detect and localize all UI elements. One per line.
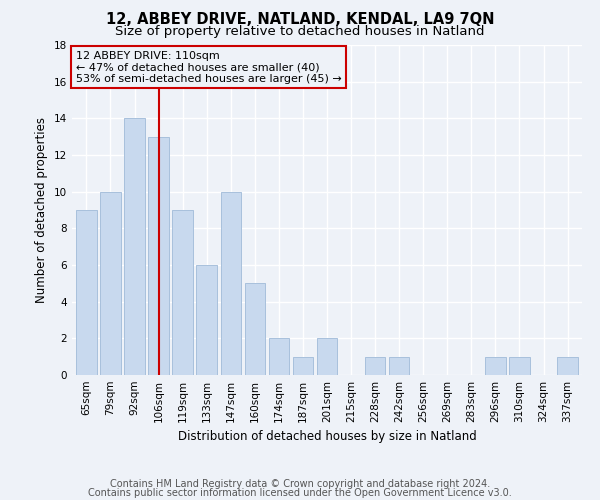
Bar bbox=[365, 356, 385, 375]
Bar bbox=[509, 356, 530, 375]
Bar bbox=[293, 356, 313, 375]
Bar bbox=[485, 356, 506, 375]
Bar bbox=[100, 192, 121, 375]
Text: Contains HM Land Registry data © Crown copyright and database right 2024.: Contains HM Land Registry data © Crown c… bbox=[110, 479, 490, 489]
Bar bbox=[124, 118, 145, 375]
Bar bbox=[148, 136, 169, 375]
Bar bbox=[172, 210, 193, 375]
X-axis label: Distribution of detached houses by size in Natland: Distribution of detached houses by size … bbox=[178, 430, 476, 444]
Text: 12, ABBEY DRIVE, NATLAND, KENDAL, LA9 7QN: 12, ABBEY DRIVE, NATLAND, KENDAL, LA9 7Q… bbox=[106, 12, 494, 28]
Bar bbox=[389, 356, 409, 375]
Bar bbox=[317, 338, 337, 375]
Text: 12 ABBEY DRIVE: 110sqm
← 47% of detached houses are smaller (40)
53% of semi-det: 12 ABBEY DRIVE: 110sqm ← 47% of detached… bbox=[76, 50, 341, 84]
Bar bbox=[245, 284, 265, 375]
Text: Contains public sector information licensed under the Open Government Licence v3: Contains public sector information licen… bbox=[88, 488, 512, 498]
Bar bbox=[557, 356, 578, 375]
Bar bbox=[196, 265, 217, 375]
Bar bbox=[76, 210, 97, 375]
Bar bbox=[221, 192, 241, 375]
Y-axis label: Number of detached properties: Number of detached properties bbox=[35, 117, 49, 303]
Bar bbox=[269, 338, 289, 375]
Text: Size of property relative to detached houses in Natland: Size of property relative to detached ho… bbox=[115, 25, 485, 38]
